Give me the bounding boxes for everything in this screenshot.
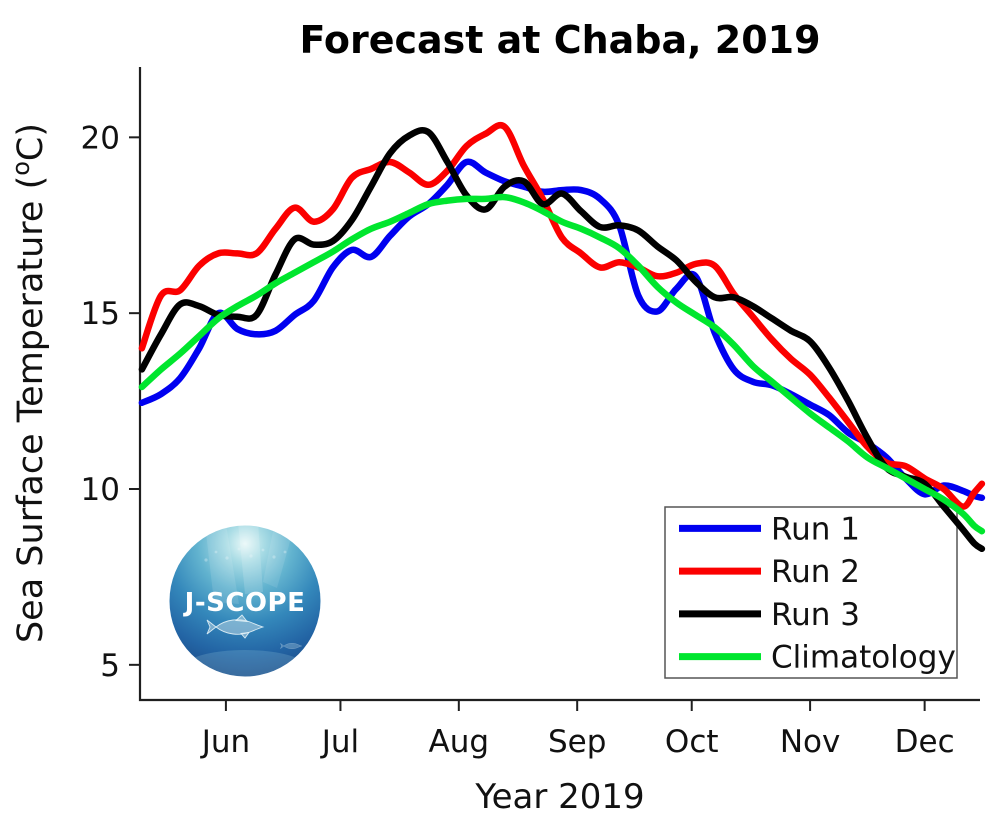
y-tick-label: 5 — [100, 648, 120, 684]
y-tick-label: 20 — [81, 120, 120, 156]
series-lines — [138, 121, 986, 553]
logo-circle — [169, 525, 321, 677]
y-tick-label: 15 — [81, 296, 120, 332]
light-beam — [238, 525, 263, 594]
y-axis-label: Sea Surface Temperature (oC) — [7, 123, 51, 643]
tuna-fish-icon — [206, 614, 303, 649]
x-tick-label: Nov — [780, 724, 841, 760]
x-tick-label: Dec — [895, 724, 955, 760]
axis-spines — [138, 67, 980, 702]
sea-floor-glow — [183, 650, 307, 677]
x-tick-label: Jul — [320, 724, 359, 760]
legend-box — [664, 506, 958, 679]
x-axis-label: Year 2019 — [474, 777, 644, 817]
x-tick-label: Oct — [665, 724, 719, 760]
light-beam — [205, 525, 239, 604]
x-tick-label: Sep — [548, 724, 606, 760]
fish-school-dots — [204, 547, 287, 562]
x-tick-label: Aug — [429, 724, 490, 760]
run-2-line — [138, 121, 986, 510]
x-tick-label: Jun — [200, 724, 250, 760]
legend-label-run-2: Run 2 — [771, 554, 860, 590]
climatology-line — [138, 193, 986, 535]
run-3-line — [138, 127, 986, 553]
chart-title: Forecast at Chaba, 2019 — [299, 18, 820, 62]
legend: Run 1 Run 2 Run 3 Climatology — [664, 506, 958, 679]
y-tick-label: 10 — [81, 472, 120, 508]
legend-label-run-1: Run 1 — [771, 511, 860, 547]
axes: Jun Jul Aug Sep Oct Nov Dec 5 10 15 20 — [81, 67, 980, 760]
light-beam — [263, 526, 293, 588]
logo-text: J-SCOPE — [183, 588, 306, 618]
legend-label-climatology: Climatology — [771, 640, 956, 676]
legend-label-run-3: Run 3 — [771, 597, 860, 633]
jscope-logo: J-SCOPE — [169, 525, 321, 677]
